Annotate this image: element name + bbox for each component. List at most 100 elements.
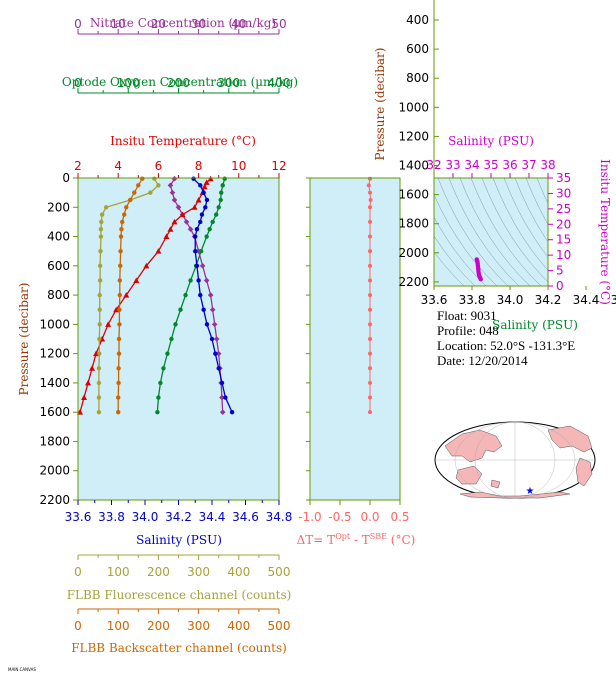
temperature-point xyxy=(81,394,88,401)
fluorescence-axis-title: FLBB Fluorescence channel (counts) xyxy=(67,588,292,602)
oxygen-point xyxy=(169,336,174,342)
salinity-point xyxy=(199,212,205,217)
salinity-tick-label: 34.0 xyxy=(132,510,159,524)
backscatter-point xyxy=(120,219,125,225)
nitrate-tick-label: 50 xyxy=(271,17,286,31)
backscatter-point xyxy=(116,395,121,400)
ts-top-tick-label: 37 xyxy=(521,158,536,172)
fluorescence-point xyxy=(97,336,102,342)
temperature-point xyxy=(191,204,198,210)
fluorescence-point xyxy=(96,409,102,415)
fluorescence-point xyxy=(97,307,102,312)
oxygen-tick-label: 0 xyxy=(74,76,82,90)
temperature-point xyxy=(123,292,130,298)
dt-axes-layer: -1.0 -0.5 0.0 0.5 xyxy=(298,177,410,524)
salinity-tick-label: 33.6 xyxy=(65,510,92,524)
location-map: ★ xyxy=(434,421,596,499)
oxygen-point xyxy=(178,307,183,312)
fluorescence-point xyxy=(97,278,103,283)
salinity-tick-label: 33.8 xyxy=(98,510,125,524)
ts-top-tick-label: 33 xyxy=(445,158,460,172)
temperature-point xyxy=(163,233,170,240)
backscatter-point xyxy=(117,292,123,298)
salinity-point xyxy=(213,351,218,356)
nitrate-point xyxy=(211,321,218,328)
oxygen-point xyxy=(165,351,170,356)
main-plot-area xyxy=(78,178,279,500)
salinity-point xyxy=(193,234,198,239)
dt-point xyxy=(368,395,372,400)
temperature-point xyxy=(203,179,210,185)
dt-point xyxy=(368,322,372,327)
oxygen-point xyxy=(188,278,193,283)
temperature-point xyxy=(133,277,140,283)
salinity-point xyxy=(194,227,200,232)
nitrate-tick-label: 10 xyxy=(111,17,126,31)
nitrate-point xyxy=(213,336,220,342)
ts-bottom-tick-label: 34.2 xyxy=(535,293,562,307)
salinity-point xyxy=(193,248,198,254)
dt-tick-label: -1.0 xyxy=(298,510,321,524)
fluorescence-point xyxy=(96,366,102,371)
dt-point xyxy=(368,278,372,283)
oxygen-point xyxy=(219,190,224,195)
salinity-tick-label: 34.8 xyxy=(266,510,293,524)
backscatter-tick-label: 300 xyxy=(187,619,210,633)
backscatter-point xyxy=(116,336,122,342)
dt-axis-title: ΔT= TOpt - TSBE (°C) xyxy=(297,532,416,547)
dt-point xyxy=(368,351,372,356)
nitrate-tick-label: 0 xyxy=(74,17,82,31)
ts-left-tick-label: 800 xyxy=(406,71,429,85)
fluorescence-point xyxy=(148,190,153,195)
ts-density-contour xyxy=(434,251,465,286)
ts-left-tick-label: 1000 xyxy=(398,100,429,114)
ts-right-tick-label: 15 xyxy=(556,233,571,247)
dt-point xyxy=(368,234,372,239)
ts-left-tick-label: 2000 xyxy=(398,246,429,260)
ts-bottom-tick-label: 34.0 xyxy=(497,293,524,307)
pressure-tick-label: 1200 xyxy=(39,347,70,361)
ts-bottom-tick-label: 34.6 xyxy=(611,293,616,307)
dt-point xyxy=(368,307,372,312)
backscatter-point xyxy=(116,380,121,386)
oxygen-axis-title: Optode Oxygen Concentration (µm/kg) xyxy=(62,75,298,89)
fluorescence-point xyxy=(97,322,102,327)
nitrate-point xyxy=(207,292,214,298)
oxygen-tick-label: 200 xyxy=(167,76,190,90)
fluorescence-point xyxy=(99,212,105,217)
oxygen-point xyxy=(207,227,212,232)
backscatter-tick-label: 500 xyxy=(268,619,291,633)
nitrate-point xyxy=(199,263,206,269)
nitrate-point xyxy=(219,394,225,401)
ts-density-contour xyxy=(536,178,548,205)
ts-right-tick-label: 30 xyxy=(556,186,571,200)
fluorescence-tick-label: 300 xyxy=(187,565,210,579)
salinity-tick-label: 34.6 xyxy=(232,510,259,524)
dt-point xyxy=(368,205,372,210)
map-land xyxy=(444,425,593,499)
backscatter-point xyxy=(117,322,122,327)
temperature-point xyxy=(155,248,162,254)
nitrate-point xyxy=(203,277,210,284)
nitrate-point xyxy=(175,204,182,211)
ts-right-tick-label: 10 xyxy=(556,248,571,262)
oxygen-point xyxy=(213,212,219,217)
ts-density-contour xyxy=(448,178,520,286)
pressure-tick-label: 1600 xyxy=(39,405,70,419)
backscatter-point xyxy=(118,263,123,269)
fluorescence-point xyxy=(156,183,161,188)
oxygen-point xyxy=(183,292,188,298)
salinity-point xyxy=(201,307,206,312)
nitrate-point xyxy=(171,175,178,182)
fluorescence-point xyxy=(97,292,102,298)
dt-point xyxy=(368,190,372,195)
oxygen-point xyxy=(218,197,223,203)
backscatter-tick-label: 400 xyxy=(227,619,250,633)
fluorescence-tick-label: 400 xyxy=(227,565,250,579)
ts-left-tick-label: 1200 xyxy=(398,129,429,143)
dt-point xyxy=(368,337,372,341)
temperature-point xyxy=(171,218,178,225)
salinity-point xyxy=(198,219,203,225)
temperature-series-line xyxy=(79,178,212,413)
